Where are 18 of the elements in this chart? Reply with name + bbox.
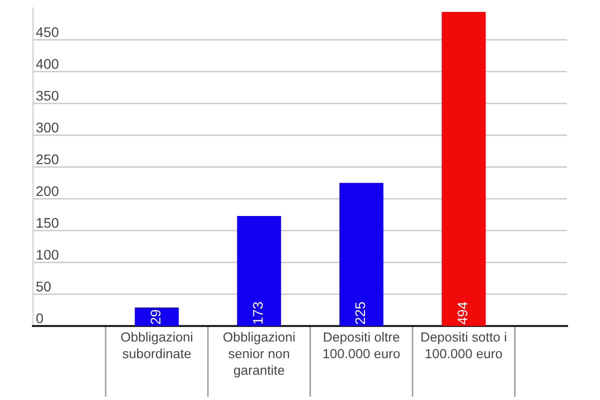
- x-tick-label: Depositi oltre 100.000 euro: [324, 332, 400, 358]
- y-tick-label: 250: [36, 154, 58, 164]
- y-tick-label: 150: [36, 218, 58, 228]
- y-tick-label: 400: [36, 59, 58, 69]
- y-tick-label: 0: [36, 313, 43, 324]
- y-tick-label: 450: [36, 27, 58, 38]
- x-tick-label: Depositi sotto i 100.000 euro: [421, 332, 506, 358]
- y-tick-label: 350: [36, 90, 58, 101]
- x-tick-label: Obbligazioni subordinate: [121, 332, 192, 358]
- y-tick-label: 100: [36, 250, 58, 260]
- x-tick-label: Obbligazioni senior non garantite: [223, 332, 294, 378]
- data-label: 173: [252, 302, 263, 324]
- y-tick-label: 50: [36, 282, 51, 292]
- data-label: 494: [458, 302, 468, 324]
- y-tick-label: 200: [36, 186, 58, 196]
- data-label: 225: [355, 302, 366, 324]
- y-tick-label: 300: [36, 122, 58, 132]
- data-label: 29: [150, 310, 161, 324]
